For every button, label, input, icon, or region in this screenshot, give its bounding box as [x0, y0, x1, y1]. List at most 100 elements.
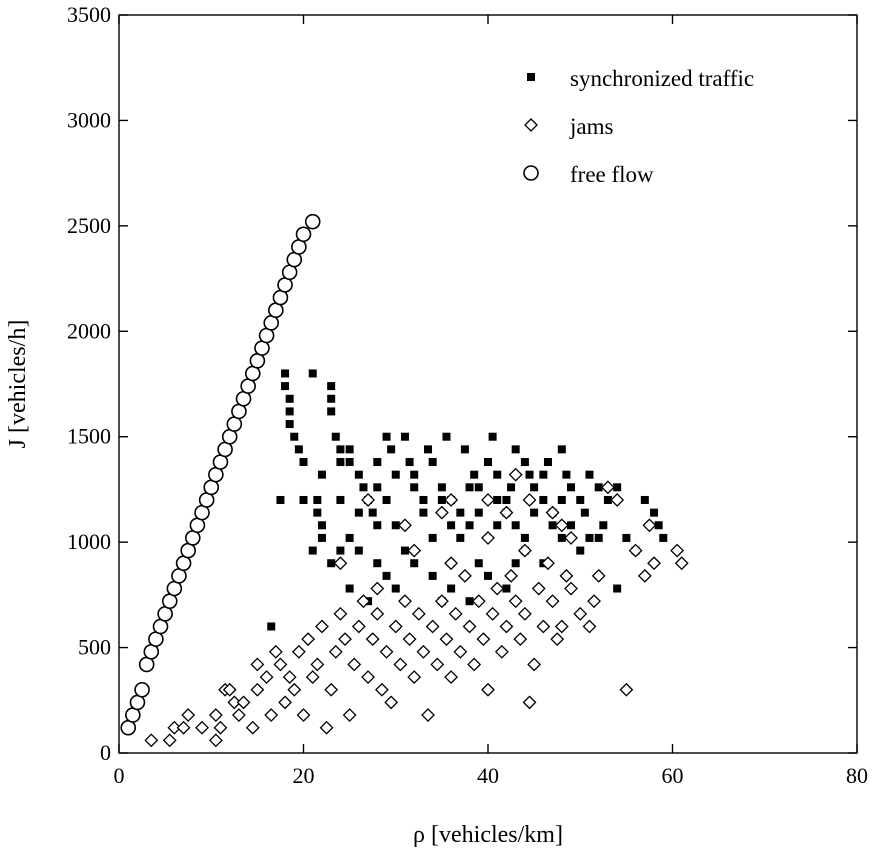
synchronized-traffic-point: [557, 445, 566, 454]
synchronized-traffic-point: [520, 533, 529, 542]
jams-point: [462, 619, 477, 634]
synchronized-traffic-point: [317, 521, 326, 530]
jams-point: [471, 594, 486, 609]
legend-label: synchronized traffic: [570, 66, 754, 91]
jams-point: [481, 682, 495, 697]
jams-point: [310, 657, 325, 672]
x-tick-label: 80: [846, 763, 868, 788]
synchronized-traffic-point: [400, 546, 409, 555]
synchronized-traffic-point: [345, 533, 354, 542]
synchronized-traffic-point: [327, 559, 336, 568]
jams-point: [407, 543, 422, 558]
jams-point: [508, 467, 523, 482]
synchronized-traffic-point: [294, 445, 303, 454]
x-axis-label: ρ [vehicles/km]: [413, 822, 563, 848]
jams-point: [245, 720, 260, 735]
synchronized-traffic-point: [336, 445, 345, 454]
jams-point: [573, 606, 588, 621]
jams-point: [291, 644, 306, 659]
synchronized-traffic-point: [474, 508, 483, 517]
synchronized-traffic-point: [391, 521, 400, 530]
free-flow-point: [295, 226, 312, 243]
jams-point: [564, 581, 578, 596]
y-tick-label: 3500: [67, 2, 111, 27]
jams-point: [628, 543, 643, 558]
synchronized-traffic-point: [576, 495, 585, 504]
jams-point: [162, 733, 177, 748]
jams-point: [582, 619, 597, 634]
jams-point: [467, 657, 482, 672]
synchronized-traffic-point: [382, 495, 391, 504]
jams-point: [476, 632, 491, 647]
jams-point: [388, 619, 403, 634]
jams-point: [421, 708, 435, 722]
jams-point: [356, 594, 371, 609]
legend-marker-jams: [524, 118, 538, 132]
jams-point: [642, 518, 657, 533]
jams-point: [361, 493, 375, 507]
jams-point: [282, 670, 297, 685]
synchronized-traffic-point: [345, 458, 354, 467]
synchronized-traffic-point: [599, 521, 608, 530]
synchronized-traffic-point: [557, 495, 566, 504]
synchronized-traffic-point: [336, 546, 345, 555]
jams-point: [490, 581, 505, 596]
jams-point: [398, 594, 412, 609]
synchronized-traffic-point: [474, 483, 483, 492]
jams-point: [259, 670, 274, 685]
synchronized-traffic-point: [659, 533, 668, 542]
synchronized-traffic-point: [285, 394, 294, 403]
synchronized-traffic-point: [585, 470, 594, 479]
synchronized-traffic-point: [336, 458, 345, 467]
jams-point: [448, 606, 463, 621]
synchronized-traffic-point: [488, 432, 497, 441]
synchronized-traffic-point: [327, 407, 336, 416]
synchronized-traffic-point: [368, 508, 377, 517]
jams-point: [481, 493, 495, 507]
synchronized-traffic-point: [539, 470, 548, 479]
jams-point: [195, 720, 209, 735]
synchronized-traffic-point: [382, 571, 391, 580]
jams-point: [176, 720, 191, 735]
synchronized-traffic-point: [507, 483, 516, 492]
jams-point: [338, 632, 352, 647]
jams-point: [342, 708, 357, 722]
y-tick-label: 1000: [67, 529, 111, 554]
jams-point: [517, 543, 532, 558]
y-axis-label: J [vehicles/h]: [5, 320, 31, 449]
synchronized-traffic-point: [331, 432, 340, 441]
y-tick-label: 3000: [67, 107, 111, 132]
jams-point: [370, 581, 385, 596]
synchronized-traffic-point: [387, 445, 396, 454]
synchronized-traffic-point: [400, 432, 409, 441]
series-synchronized-traffic: [267, 369, 668, 631]
synchronized-traffic-point: [285, 420, 294, 429]
legend-label: jams: [569, 114, 613, 139]
jams-point: [434, 594, 449, 609]
jams-point: [439, 632, 454, 647]
jams-point: [444, 556, 459, 571]
jams-point: [227, 695, 242, 710]
synchronized-traffic-point: [525, 470, 534, 479]
synchronized-traffic-point: [484, 571, 492, 580]
synchronized-traffic-point: [470, 470, 479, 479]
synchronized-traffic-point: [410, 559, 419, 568]
synchronized-traffic-point: [511, 521, 520, 530]
jams-point: [554, 518, 569, 533]
jams-point: [296, 708, 311, 722]
jams-point: [287, 682, 302, 697]
synchronized-traffic-point: [580, 508, 589, 517]
synchronized-traffic-point: [447, 521, 456, 530]
jams-point: [504, 568, 518, 583]
legend-label: free flow: [570, 162, 654, 187]
y-tick-label: 2000: [67, 318, 111, 343]
jams-point: [444, 670, 459, 685]
synchronized-traffic-point: [603, 495, 612, 504]
legend: synchronized traffic jams free flow: [523, 66, 754, 187]
jams-point: [393, 657, 408, 672]
synchronized-traffic-point: [576, 546, 585, 555]
synchronized-traffic-point: [511, 559, 520, 568]
jams-point: [222, 682, 237, 697]
jams-point: [268, 644, 283, 659]
